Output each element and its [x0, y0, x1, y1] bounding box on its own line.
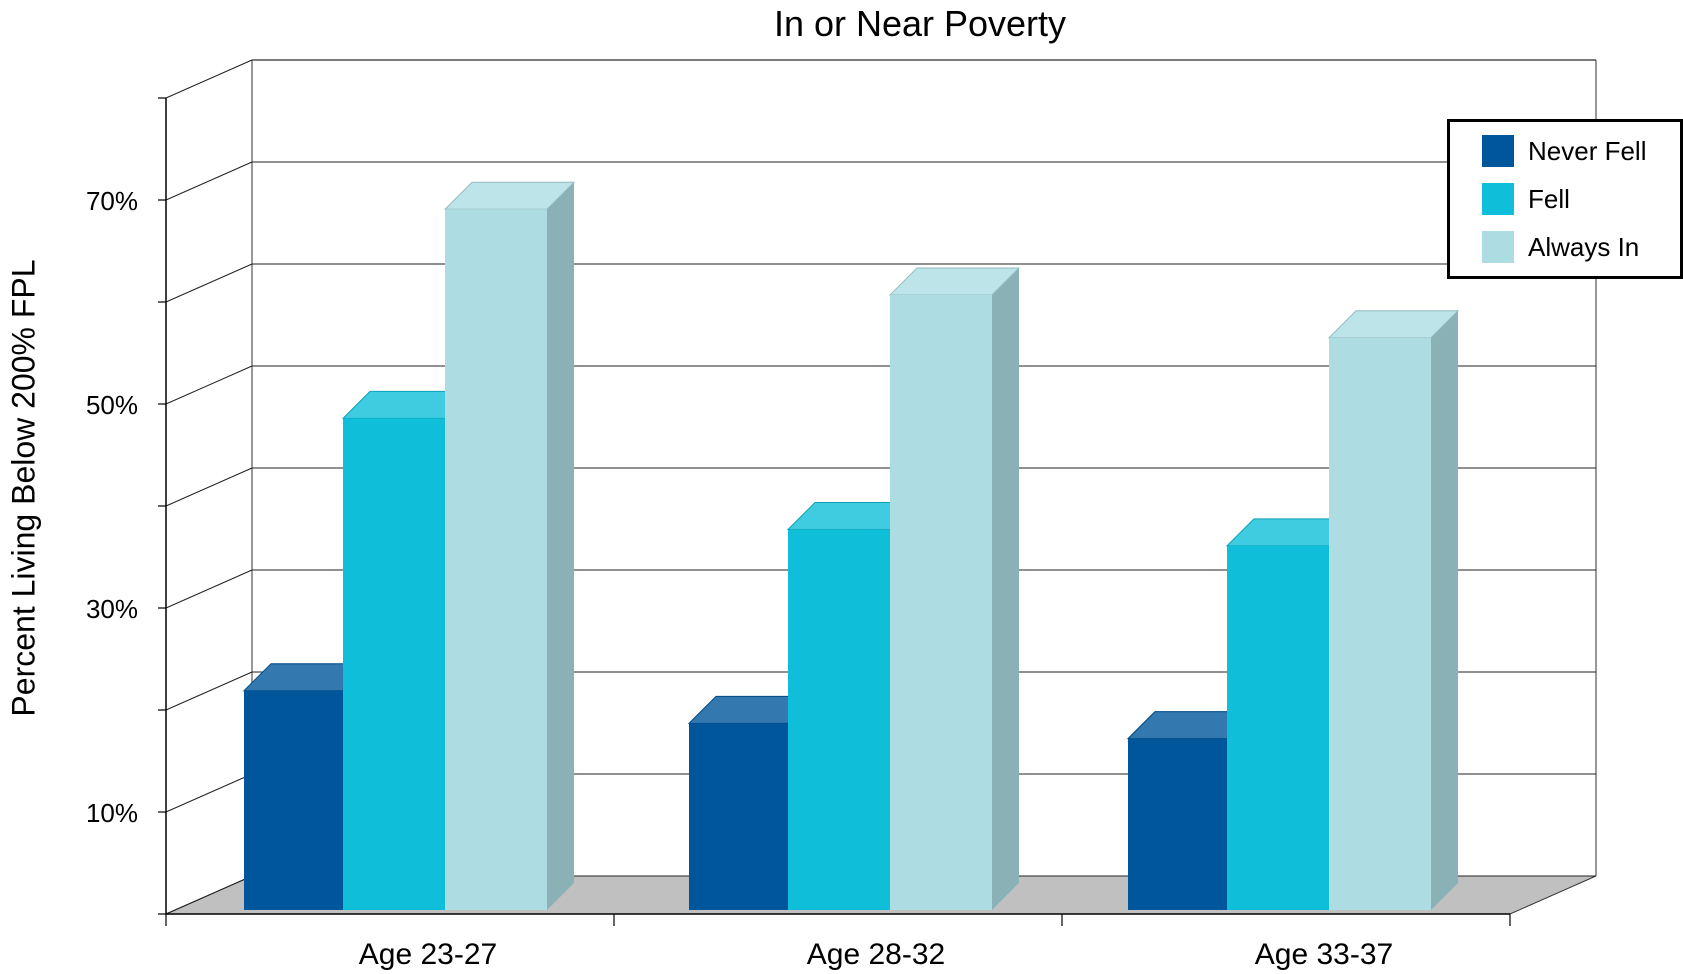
bar-side	[992, 267, 1019, 910]
legend-swatch-never-fell	[1482, 135, 1514, 167]
gridline-depth	[165, 467, 253, 507]
legend-label-never-fell: Never Fell	[1528, 135, 1647, 166]
legend-item-always-in: Always In	[1482, 231, 1639, 263]
legend-item-never-fell: Never Fell	[1482, 135, 1646, 167]
bar-side	[547, 182, 574, 910]
bar-always-in	[888, 267, 1021, 910]
bar-front	[1227, 545, 1329, 910]
bars	[242, 181, 1460, 910]
y-tick-label: 10%	[86, 798, 138, 828]
gridline-depth	[165, 671, 253, 711]
chart-title: In or Near Poverty	[773, 3, 1067, 44]
gridline-depth	[165, 569, 253, 609]
legend-item-fell: Fell	[1482, 183, 1570, 215]
gridline-depth	[165, 263, 253, 303]
gridline-depth	[165, 59, 253, 99]
x-tick-label: Age 28-32	[807, 938, 945, 971]
tick-labels: 10% 30% 50% 70% Age 23-27 Age 28-32 Age 33-37	[86, 186, 1393, 971]
gridline-depth	[165, 161, 253, 201]
gridline-depth	[165, 773, 253, 813]
y-tick-label: 70%	[86, 186, 138, 216]
bar-front	[445, 209, 547, 910]
bar-front	[788, 529, 890, 910]
x-tick-label: Age 23-27	[359, 938, 497, 971]
legend-label-fell: Fell	[1528, 183, 1570, 214]
bar-front	[343, 418, 445, 910]
bar-side	[1431, 310, 1458, 910]
y-axis-label: Percent Living Below 200% FPL	[5, 259, 42, 717]
bar-front	[689, 723, 788, 910]
gridline-depth	[165, 875, 253, 915]
legend: Never Fell Fell Always In	[1447, 119, 1683, 279]
axes	[158, 97, 1511, 926]
legend-label-always-in: Always In	[1528, 231, 1640, 262]
legend-swatch-fell	[1482, 183, 1514, 215]
gridline-depth	[165, 365, 253, 405]
bar-front	[1329, 337, 1431, 910]
bar-always-in	[1327, 310, 1460, 910]
bar-always-in	[443, 181, 576, 910]
bar-front	[890, 294, 992, 910]
y-tick-label: 50%	[86, 390, 138, 420]
bar-front	[1128, 738, 1227, 910]
y-tick-label: 30%	[86, 594, 138, 624]
x-tick-label: Age 33-37	[1255, 938, 1393, 971]
legend-swatch-always-in	[1482, 231, 1514, 263]
bar-front	[244, 690, 343, 910]
